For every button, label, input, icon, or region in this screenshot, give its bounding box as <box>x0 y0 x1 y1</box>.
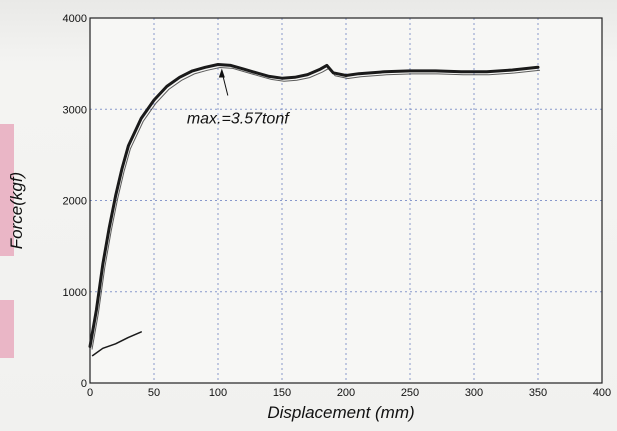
x-axis-title: Displacement (mm) <box>267 403 414 422</box>
x-tick-label: 0 <box>87 387 93 399</box>
x-tick-label: 400 <box>593 387 611 399</box>
pink-margin-tab-upper <box>0 124 14 256</box>
y-axis-title: Force(kgf) <box>7 172 26 249</box>
x-tick-label: 300 <box>465 387 483 399</box>
annotation-label: max.=3.57tonf <box>187 110 290 127</box>
y-tick-label: 0 <box>81 378 87 390</box>
annotations: max.=3.57tonf <box>187 68 290 127</box>
pink-margin-tab-lower <box>0 300 14 358</box>
tick-labels: 0 50 100 150 200 250 300 350 4000100020003000400… <box>63 13 612 399</box>
series-line-1-trace <box>91 66 541 350</box>
y-tick-label: 2000 <box>63 196 87 208</box>
x-tick-label: 50 <box>148 387 160 399</box>
y-tick-label: 1000 <box>63 287 87 299</box>
plot-frame <box>89 17 603 384</box>
series-layer <box>88 63 541 357</box>
x-tick-label: 200 <box>337 387 355 399</box>
series-line-2 <box>91 331 142 357</box>
y-tick-label: 4000 <box>63 13 87 25</box>
y-tick-label: 3000 <box>63 104 87 116</box>
x-tick-label: 150 <box>273 387 291 399</box>
x-tick-label: 250 <box>401 387 419 399</box>
series-line-1 <box>88 63 540 348</box>
x-tick-label: 350 <box>529 387 547 399</box>
annotation-arrow-head <box>218 68 225 78</box>
x-tick-label: 100 <box>209 387 227 399</box>
